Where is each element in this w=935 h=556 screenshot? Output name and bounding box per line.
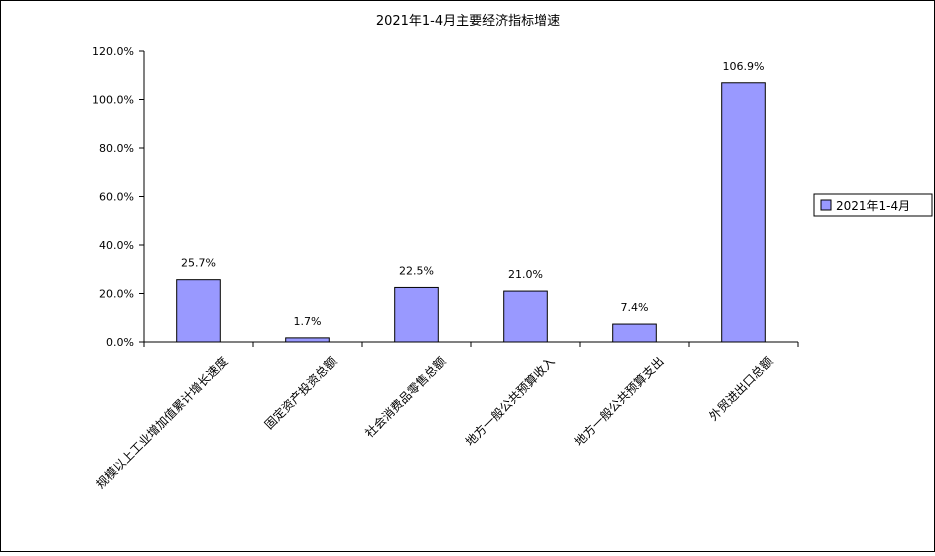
category-label: 地方一般公共预算支出 bbox=[571, 354, 666, 449]
data-label: 106.9% bbox=[723, 60, 765, 73]
bar bbox=[612, 323, 657, 343]
legend-box bbox=[813, 193, 933, 217]
data-label: 7.4% bbox=[621, 301, 649, 314]
category-label: 规模以上工业增加值累计增长速度 bbox=[93, 354, 231, 492]
data-label: 1.7% bbox=[294, 315, 322, 328]
y-tick-label: 20.0% bbox=[99, 288, 134, 301]
bar bbox=[721, 82, 766, 343]
y-tick-label: 100.0% bbox=[92, 94, 134, 107]
bar bbox=[285, 337, 330, 343]
category-label: 地方一般公共预算收入 bbox=[462, 354, 557, 449]
category-label: 固定资产投资总额 bbox=[261, 354, 339, 432]
y-tick-label: 80.0% bbox=[99, 142, 134, 155]
data-label: 22.5% bbox=[399, 264, 434, 277]
y-tick-label: 120.0% bbox=[92, 45, 134, 58]
category-label: 外贸进出口总额 bbox=[706, 354, 775, 423]
data-label: 21.0% bbox=[508, 268, 543, 281]
data-label: 25.7% bbox=[181, 257, 216, 270]
legend: 2021年1-4月 bbox=[813, 193, 933, 217]
bar bbox=[503, 290, 548, 343]
legend-swatch bbox=[820, 199, 832, 211]
y-tick-label: 60.0% bbox=[99, 191, 134, 204]
y-tick-label: 40.0% bbox=[99, 239, 134, 252]
y-tick-label: 0.0% bbox=[106, 336, 134, 349]
legend-label: 2021年1-4月 bbox=[836, 199, 910, 213]
category-label: 社会消费品零售总额 bbox=[362, 354, 449, 441]
chart-title: 2021年1-4月主要经济指标增速 bbox=[376, 14, 560, 29]
bar bbox=[176, 279, 221, 343]
plot-area: 0.0% 20.0% 40.0% 60.0% 80.0% 100.0% 120.0% 25.7… bbox=[92, 45, 799, 492]
bar bbox=[394, 286, 439, 343]
